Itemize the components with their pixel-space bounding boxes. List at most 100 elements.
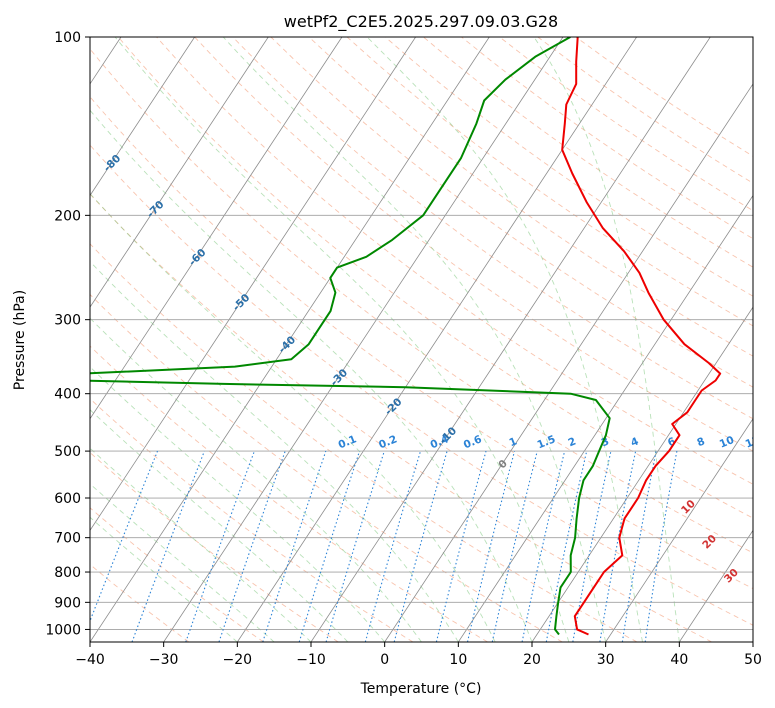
dry-adiabat — [384, 37, 753, 297]
mixing-ratio-line — [185, 450, 255, 642]
isotherm-label: -70 — [145, 199, 167, 221]
moist-adiabat — [90, 192, 496, 642]
y-tick-label: 400 — [54, 387, 81, 403]
dry-adiabat — [575, 37, 753, 157]
x-tick-label: 50 — [744, 652, 762, 668]
y-tick-label: 500 — [54, 444, 81, 460]
dry-adiabat — [90, 507, 264, 642]
dry-adiabat — [90, 563, 190, 642]
mixing-ratio-label: 13 — [744, 434, 762, 451]
isotherm — [90, 37, 195, 197]
dry-adiabat — [90, 293, 563, 642]
moist-adiabat — [90, 366, 386, 642]
isotherm-label: -60 — [187, 247, 209, 269]
moist-adiabat — [90, 516, 238, 642]
x-axis: −40 −30 −20 −10 0 10 20 30 40 50 — [75, 642, 762, 668]
x-tick-label: 40 — [670, 652, 688, 668]
mixing-ratio-line — [466, 450, 516, 642]
temperature-line — [561, 37, 722, 636]
dry-adiabat — [90, 345, 488, 642]
mixing-ratio-label: 1 — [508, 435, 519, 449]
mixing-ratio-line — [491, 450, 538, 642]
moist-adiabat — [90, 260, 459, 642]
mixing-ratio-line — [393, 450, 448, 642]
theta-e-label: 40 — [750, 591, 769, 610]
moist-adiabat — [222, 37, 607, 642]
moist-adiabat — [90, 447, 312, 642]
y-tick-label: 100 — [54, 30, 81, 46]
isotherm — [163, 37, 564, 642]
mixing-ratio-line — [90, 450, 159, 623]
mixing-ratio-line — [325, 450, 385, 642]
dry-adiabat — [461, 37, 753, 240]
y-tick-label: 600 — [54, 491, 81, 507]
mixing-ratio-label: 6 — [666, 435, 677, 449]
isotherm-label: -90 — [60, 104, 82, 126]
mixing-ratio-line — [435, 450, 487, 642]
mixing-ratio-line — [599, 450, 637, 642]
dry-adiabat — [90, 398, 414, 642]
mixing-ratio-line — [131, 450, 205, 642]
theta-e-label: 10 — [679, 498, 698, 517]
y-tick-label: 800 — [54, 565, 81, 581]
moist-adiabat — [366, 37, 643, 642]
isotherm — [752, 641, 753, 642]
isotherm-label: -100 — [15, 53, 42, 80]
x-tick-label: −20 — [223, 652, 253, 668]
mixing-ratio-line — [218, 450, 286, 642]
x-tick-label: −40 — [75, 652, 105, 668]
isotherm — [90, 37, 343, 420]
mixing-ratio-label: 8 — [695, 435, 706, 449]
x-tick-label: 30 — [597, 652, 615, 668]
isotherm-label: -80 — [101, 152, 123, 174]
mixing-ratio-line — [262, 450, 327, 642]
dry-adiabat — [117, 37, 753, 519]
y-tick-label: 700 — [54, 531, 81, 547]
x-tick-label: 10 — [449, 652, 467, 668]
isotherm — [90, 37, 416, 532]
moist-adiabat — [90, 409, 349, 642]
isotherm-label: -40 — [276, 334, 298, 356]
moist-adiabat — [114, 37, 570, 642]
data-layer: 0.10.20.40.611.52346810131620253036-100-… — [15, 37, 775, 636]
y-tick-label: 900 — [54, 595, 81, 611]
dry-adiabat — [90, 193, 712, 642]
mixing-ratio-label: 0.1 — [337, 433, 359, 451]
moist-adiabat — [533, 37, 680, 642]
theta-e-label: 20 — [700, 533, 719, 552]
isotherm — [236, 37, 637, 642]
isotherm-label: -20 — [383, 396, 405, 418]
y-tick-label: 300 — [54, 313, 81, 329]
mixing-ratio-label: 0.6 — [462, 433, 484, 451]
mixing-ratio-label: 16 — [769, 434, 775, 451]
isotherm — [531, 306, 753, 642]
mixing-ratio-label: 10 — [718, 434, 736, 451]
mixing-ratio-label: 1.5 — [535, 433, 557, 451]
theta-e-label: 30 — [722, 567, 741, 586]
isotherm — [678, 529, 753, 642]
x-tick-label: −30 — [149, 652, 179, 668]
y-axis-label: Pressure (hPa) — [12, 290, 28, 390]
dry-adiabat — [270, 37, 753, 388]
moist-adiabat — [90, 109, 533, 642]
chart-title: wetPf2_C2E5.2025.297.09.03.G28 — [284, 12, 558, 32]
x-axis-label: Temperature (°C) — [360, 681, 482, 697]
moist-adiabat — [90, 483, 275, 642]
x-tick-label: 20 — [523, 652, 541, 668]
mixing-ratio-label: 0.2 — [377, 433, 399, 451]
dry-adiabat — [308, 37, 753, 357]
dry-adiabat — [232, 37, 753, 420]
x-tick-label: 0 — [380, 652, 389, 668]
mixing-ratio-label: 3 — [600, 435, 611, 449]
y-tick-label: 1000 — [45, 622, 81, 638]
mixing-ratio-line — [298, 450, 361, 642]
isotherm — [384, 83, 753, 642]
plot-frame — [89, 36, 754, 643]
isotherm — [90, 37, 269, 308]
mixing-ratio-line — [521, 450, 566, 642]
dry-adiabat — [90, 48, 753, 554]
isotherm — [457, 194, 753, 642]
isotherm-label: -50 — [231, 292, 253, 314]
isotherm — [90, 37, 490, 642]
